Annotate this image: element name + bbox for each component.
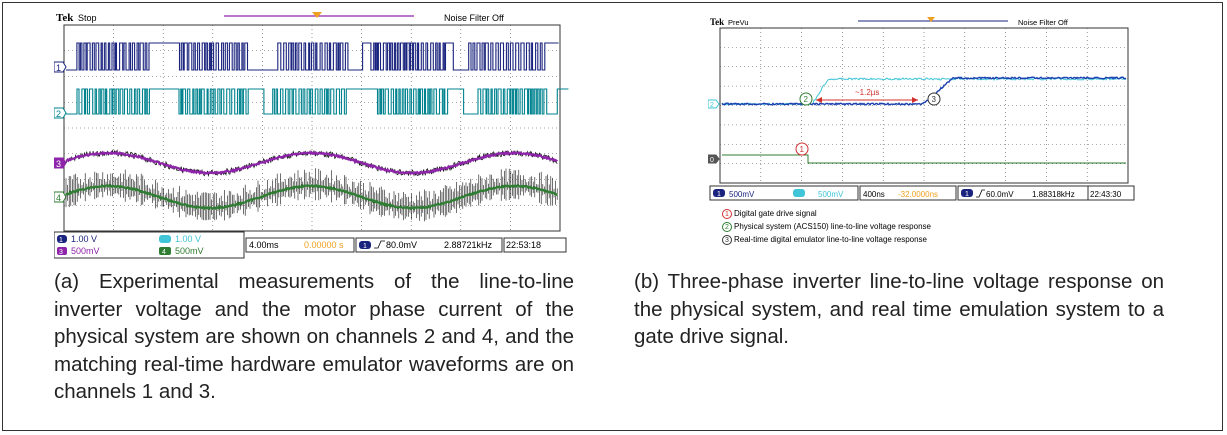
legend-number-1: 1	[722, 208, 732, 219]
scope-a-brand: Tek	[56, 12, 74, 24]
legend-text-1: Digital gate drive signal	[734, 209, 817, 218]
scope-a-ch4-badge: 4	[162, 249, 166, 256]
scope-b-ch0-marker: 0	[708, 154, 720, 164]
scope-b-brand: Tek	[710, 17, 724, 27]
scope-a-state: Stop	[78, 13, 97, 23]
legend-item: 2 Physical system (ACS150) line-to-line …	[722, 220, 1142, 233]
legend-text-2: Physical system (ACS150) line-to-line vo…	[734, 222, 931, 231]
svg-text:2: 2	[56, 109, 61, 119]
scope-a-trigger-marker	[312, 12, 322, 18]
scope-a-ch2-marker: 2	[54, 107, 67, 119]
scope-a-clock: 22:53:18	[506, 240, 541, 250]
scope-a: Tek Stop Noise Filter Off 1 2 3 4 1	[54, 10, 574, 260]
scope-b-grid	[720, 28, 1128, 183]
scope-b-delay: -32.0000ns	[898, 190, 938, 199]
scope-a-status-scales	[54, 231, 245, 259]
legend-number-2: 2	[722, 221, 732, 232]
scope-b-ch2-scale: 500mV	[818, 190, 844, 199]
svg-text:1: 1	[717, 191, 721, 198]
gate-drive-trace	[722, 154, 1126, 164]
scope-a-trigger-level: 80.0mV	[386, 240, 417, 250]
svg-text:3: 3	[56, 159, 61, 169]
svg-text:1: 1	[59, 237, 63, 244]
scope-b-ch2-marker: 2	[708, 99, 720, 109]
scope-b-marker-2: 2	[804, 95, 809, 104]
scope-b-clock: 22:43:30	[1090, 190, 1122, 199]
scope-a-ch4-marker: 4	[54, 191, 67, 203]
scope-b-trigger-level: 60.0mV	[986, 190, 1014, 199]
scope-a-waveforms	[65, 42, 569, 222]
scope-b: Tek PreVu Noise Filter Off 2 0 ~1.2µs 2 …	[708, 16, 1138, 204]
scope-a-ch3-marker: 3	[54, 157, 67, 169]
scope-b-state: PreVu	[728, 18, 749, 27]
scope-b-marker-3: 3	[932, 95, 937, 104]
ch3-trace	[65, 150, 558, 176]
svg-text:1: 1	[965, 191, 969, 198]
scope-a-delay: 0.00000 s	[304, 240, 344, 250]
scope-b-timebase: 400ns	[863, 190, 885, 199]
scope-a-ch3-badge: 3	[59, 249, 63, 256]
svg-text:1: 1	[363, 243, 367, 250]
legend-item: 1 Digital gate drive signal	[722, 207, 1142, 220]
legend-text-3: Real-time digital emulator line-to-line …	[734, 235, 927, 244]
scope-a-ch1-marker: 1	[54, 61, 67, 73]
svg-text:2: 2	[710, 102, 714, 109]
scope-b-trigger-marker	[927, 17, 935, 22]
scope-a-ch1-scale: 1.00 V	[71, 234, 97, 244]
svg-text:0: 0	[710, 157, 714, 164]
ch1-trace	[66, 42, 559, 71]
scope-a-frequency: 2.88721kHz	[444, 240, 493, 250]
scope-b-delay-label: ~1.2µs	[855, 88, 879, 97]
scope-b-filter: Noise Filter Off	[1018, 18, 1069, 27]
scope-a-screen: Tek Stop Noise Filter Off 1 2 3 4 1	[54, 12, 569, 259]
legend-item: 3 Real-time digital emulator line-to-lin…	[722, 233, 1142, 246]
scope-a-ch3-scale: 500mV	[71, 246, 100, 256]
scope-b-screen: Tek PreVu Noise Filter Off 2 0 ~1.2µs 2 …	[708, 17, 1135, 201]
scope-a-ch2-scale: 1.00 V	[175, 234, 201, 244]
svg-text:4: 4	[56, 193, 61, 203]
caption-a: (a) Experimental measurements of the lin…	[54, 270, 574, 403]
legend-number-3: 3	[722, 234, 732, 245]
ch2-trace	[66, 88, 569, 115]
scope-b-waveforms	[721, 76, 1127, 164]
scope-a-ch4-scale: 500mV	[175, 246, 204, 256]
caption-b: (b) Three-phase inverter line-to-line vo…	[634, 270, 1164, 348]
scope-b-legend: 1 Digital gate drive signal 2 Physical s…	[722, 207, 1142, 246]
svg-text:1: 1	[56, 63, 61, 73]
scope-a-timebase: 4.00ms	[249, 240, 279, 250]
scope-b-ch1-scale: 500mV	[729, 190, 755, 199]
scope-b-frequency: 1.88318kHz	[1032, 190, 1075, 199]
emulator-response-trace	[721, 76, 1127, 107]
scope-a-filter: Noise Filter Off	[444, 13, 504, 23]
ch4-trace	[65, 183, 558, 211]
scope-b-marker-1: 1	[800, 145, 805, 154]
